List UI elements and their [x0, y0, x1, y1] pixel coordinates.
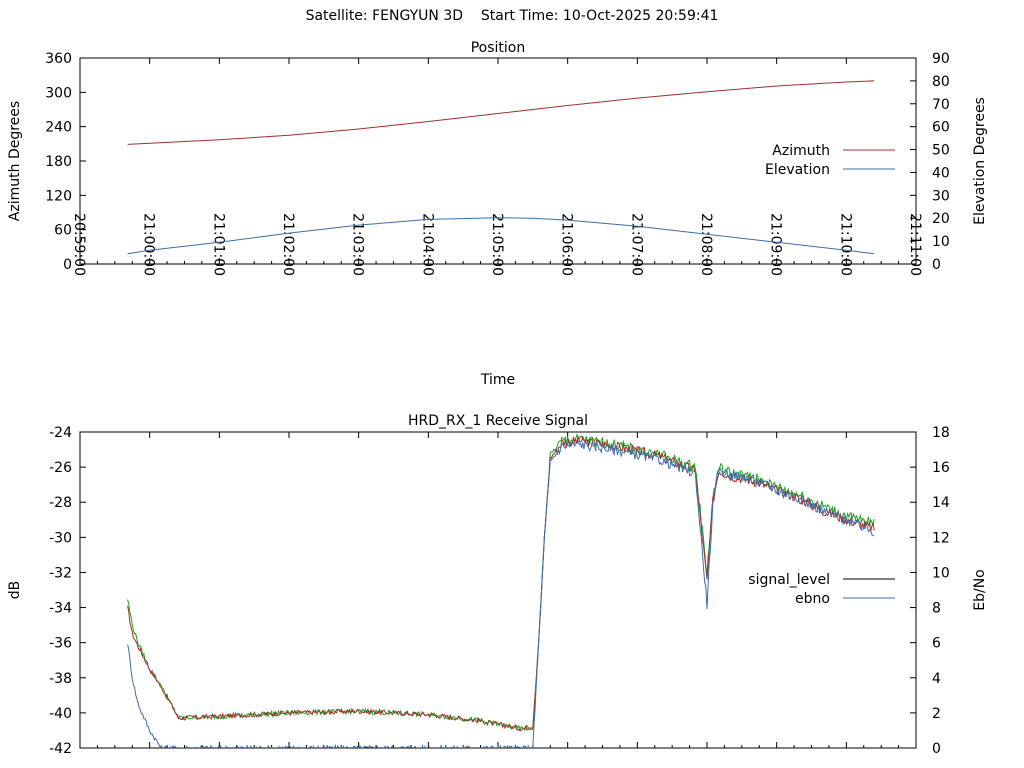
chart1-xtick-label: 21:01:00 — [210, 213, 226, 276]
chart1-ytick-label: 180 — [45, 154, 72, 170]
chart1-ytick-label: 240 — [45, 120, 72, 136]
chart1-xlabel: Time — [480, 372, 515, 388]
chart1-ytick-label: 60 — [54, 223, 72, 239]
chart2-ytick-label: -28 — [49, 495, 72, 511]
chart1-xtick-label: 21:09:00 — [768, 213, 784, 276]
chart1-ytick-label: 0 — [63, 257, 72, 273]
series-line-ebno — [127, 440, 875, 748]
chart2-y2tick-label: 10 — [932, 565, 950, 581]
chart1-xtick-label: 21:07:00 — [628, 213, 644, 276]
chart2-title: HRD_RX_1 Receive Signal — [408, 413, 588, 429]
chart1-y2label: Elevation Degrees — [972, 97, 988, 225]
chart2-y2label: Eb/No — [972, 569, 988, 611]
chart1-ylabel: Azimuth Degrees — [7, 101, 23, 221]
series-line-azimuth — [127, 80, 875, 145]
chart1-y2tick-label: 90 — [932, 51, 950, 67]
chart2-y2tick-label: 14 — [932, 495, 950, 511]
chart1-xtick-label: 21:03:00 — [350, 213, 366, 276]
chart1-y2tick-label: 80 — [932, 74, 950, 90]
start-time-label: Start Time: 10-Oct-2025 20:59:41 — [480, 8, 719, 24]
chart2-ytick-label: -24 — [49, 425, 72, 441]
chart2-ytick-label: -30 — [49, 530, 72, 546]
chart1-xtick-label: 20:59:00 — [71, 213, 87, 276]
chart1-xtick-label: 21:05:00 — [489, 213, 505, 276]
satellite-label: Satellite: FENGYUN 3D — [305, 8, 464, 24]
chart2-y2tick-label: 4 — [932, 671, 941, 687]
chart1-xtick-label: 21:11:00 — [907, 213, 923, 276]
legend-label-elevation: Elevation — [765, 162, 830, 178]
chart2-ytick-label: -32 — [49, 565, 72, 581]
chart2-ylabel: dB — [7, 581, 23, 600]
chart1-y2tick-label: 40 — [932, 165, 950, 181]
chart1-xtick-label: 21:04:00 — [419, 213, 435, 276]
chart1-ytick-label: 300 — [45, 85, 72, 101]
chart1-title: Position — [471, 40, 526, 56]
chart2-ytick-label: -34 — [49, 601, 72, 617]
chart1-ytick-label: 120 — [45, 188, 72, 204]
chart2-y2tick-label: 18 — [932, 425, 950, 441]
chart2-ytick-label: -26 — [49, 460, 72, 476]
chart2-y2tick-label: 0 — [932, 741, 941, 757]
chart2-plot-frame — [79, 431, 917, 749]
chart1-y2tick-label: 0 — [932, 257, 941, 273]
legend-label-signal-level: signal_level — [748, 572, 830, 588]
chart2-ytick-label: -36 — [49, 636, 72, 652]
chart1-xtick-label: 21:08:00 — [698, 213, 714, 276]
page-title: Satellite: FENGYUN 3D Start Time: 10-Oct… — [0, 8, 1024, 24]
chart1-y2tick-label: 70 — [932, 97, 950, 113]
legend-label-azimuth: Azimuth — [772, 143, 830, 159]
chart2-y2tick-label: 12 — [932, 530, 950, 546]
chart1-xtick-label: 21:06:00 — [559, 213, 575, 276]
series-line-signal_level — [127, 435, 875, 732]
chart1-y2tick-label: 30 — [932, 188, 950, 204]
chart2-y2tick-label: 2 — [932, 706, 941, 722]
chart1-xtick-label: 21:02:00 — [280, 213, 296, 276]
chart1-y2tick-label: 10 — [932, 234, 950, 250]
chart2-ytick-label: -40 — [49, 706, 72, 722]
chart1-y2tick-label: 50 — [932, 143, 950, 159]
series-line-elevation — [127, 217, 875, 255]
chart1-ytick-label: 360 — [45, 51, 72, 67]
chart2-y2tick-label: 6 — [932, 636, 941, 652]
chart1-y2tick-label: 20 — [932, 211, 950, 227]
chart2-y2tick-label: 16 — [932, 460, 950, 476]
chart2-ytick-label: -42 — [49, 741, 72, 757]
chart1-y2tick-label: 60 — [932, 120, 950, 136]
chart1-xtick-label: 21:10:00 — [837, 213, 853, 276]
chart2-y2tick-label: 8 — [932, 601, 941, 617]
chart2-ytick-label: -38 — [49, 671, 72, 687]
chart1-xtick-label: 21:00:00 — [141, 213, 157, 276]
legend-label-ebno: ebno — [795, 591, 830, 607]
